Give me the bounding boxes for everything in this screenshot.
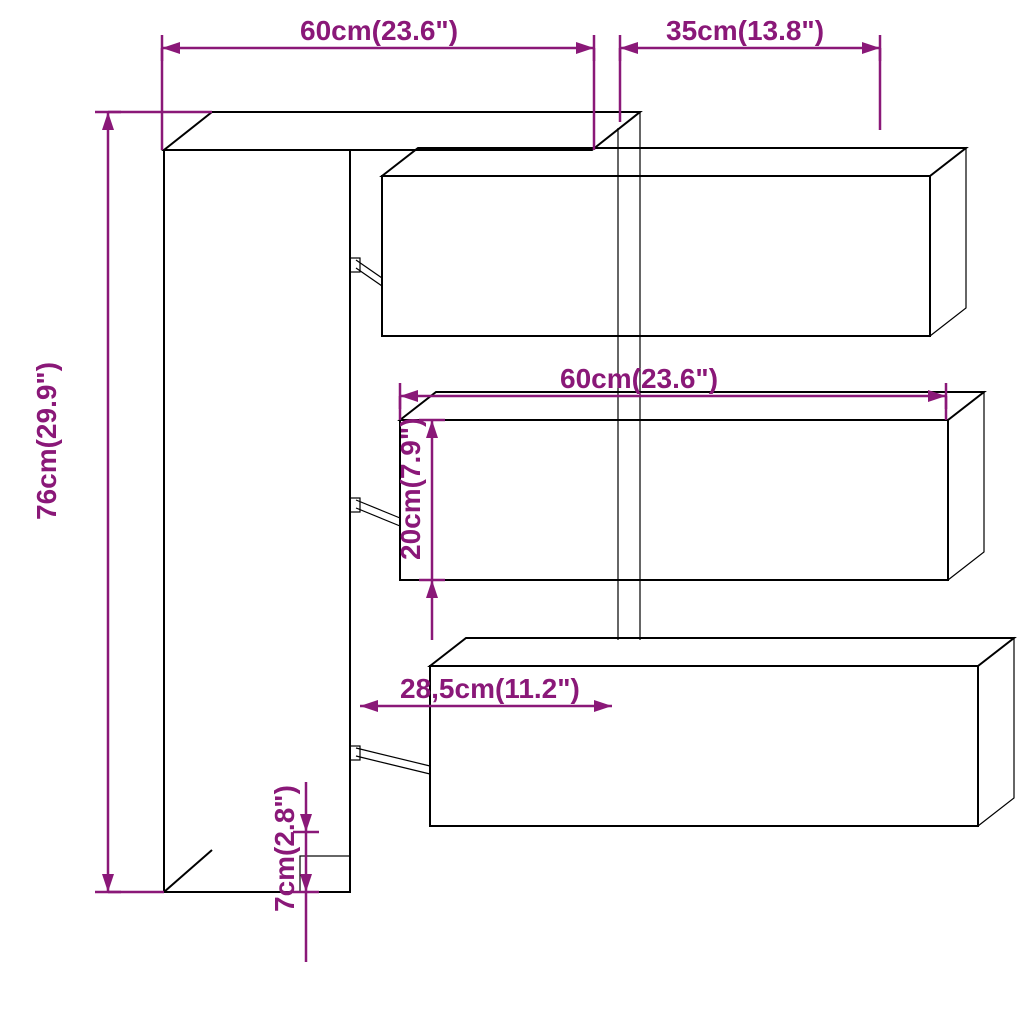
furniture-outline [164,112,1014,892]
dim-height: 76cm(29.9") [31,112,121,892]
dim-width: 60cm(23.6") [162,15,594,61]
dim-leaders [108,48,946,892]
drawer-bottom [350,638,1014,826]
drawer-top [350,148,966,336]
dim-foot_height: 7cm(2.8") [269,782,319,962]
dim-drawer_depth: 28,5cm(11.2") [360,673,612,712]
dim-foot_height-label: 7cm(2.8") [269,785,300,912]
dim-height-label: 76cm(29.9") [31,362,62,520]
dim-drawer_height: 20cm(7.9") [395,418,445,640]
drawer-middle [350,392,984,580]
dim-drawer_width-label: 60cm(23.6") [560,363,718,394]
dim-drawer_depth-label: 28,5cm(11.2") [400,673,580,704]
dim-drawer_height-label: 20cm(7.9") [395,418,426,560]
dim-depth-label: 35cm(13.8") [666,15,824,46]
dim-depth: 35cm(13.8") [620,15,880,61]
dim-drawer_width: 60cm(23.6") [400,363,946,409]
dim-width-label: 60cm(23.6") [300,15,458,46]
